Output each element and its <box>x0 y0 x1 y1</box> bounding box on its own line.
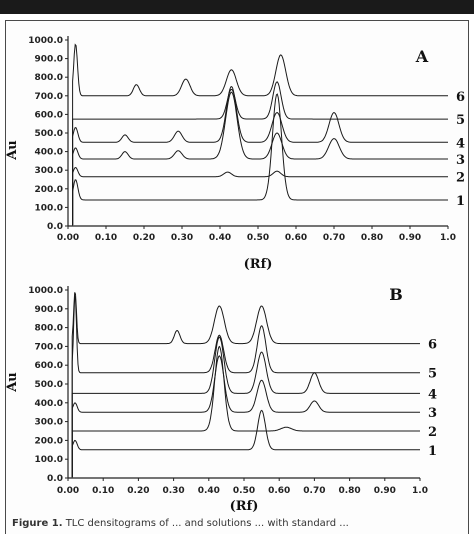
x-tick-label: 0.80 <box>361 233 383 243</box>
trace-label-2: 2 <box>428 425 437 440</box>
trace-line-3 <box>72 91 448 226</box>
x-tick-label: 0.00 <box>57 233 79 243</box>
trace-line-1 <box>72 93 448 226</box>
top-band <box>0 0 474 14</box>
trace-label-3: 3 <box>428 406 437 421</box>
trace-label-3: 3 <box>456 153 465 168</box>
x-tick-label: 0.40 <box>198 486 220 496</box>
trace-label-6: 6 <box>428 338 437 353</box>
trace-label-6: 6 <box>456 90 465 105</box>
trace-label-4: 4 <box>456 136 465 151</box>
x-tick-label: 0.50 <box>233 486 255 496</box>
panel-label: B <box>389 285 403 304</box>
x-tick-label: 0.90 <box>399 233 421 243</box>
trace-line-4 <box>72 86 448 226</box>
y-tick-label: 400.0 <box>35 148 63 158</box>
y-tick-label: 200.0 <box>35 436 63 446</box>
y-tick-label: 300.0 <box>35 418 63 428</box>
x-tick-label: 0.70 <box>303 486 325 496</box>
caption-text: TLC densitograms of ... and solutions ..… <box>65 518 349 529</box>
y-axis-label: Au <box>5 140 20 161</box>
trace-line-5 <box>71 295 420 478</box>
trace-label-5: 5 <box>456 113 465 128</box>
x-tick-label: 0.60 <box>268 486 290 496</box>
x-tick-label: 0.10 <box>95 233 117 243</box>
x-tick-label: 0.80 <box>338 486 360 496</box>
y-tick-label: 0.0 <box>47 222 63 232</box>
chart-panel-a: 0.0 100.0 200.0 300.0 400.0 500.0 600.0 700.0 80… <box>5 36 465 272</box>
chart-panel-b: 0.0 100.0 200.0 300.0 400.0 500.0 600.0 700.0 80… <box>5 285 437 514</box>
y-tick-label: 500.0 <box>35 129 63 139</box>
x-axis-label: (Rf) <box>244 257 273 272</box>
x-tick-label: 0.50 <box>247 233 269 243</box>
y-tick-label: 400.0 <box>35 399 63 409</box>
x-tick-label: 0.70 <box>323 233 345 243</box>
trace-line-1 <box>71 409 420 478</box>
trace-line-6 <box>71 292 420 478</box>
y-tick-label: 500.0 <box>35 380 63 390</box>
x-tick-label: 1.0 <box>440 233 456 243</box>
y-tick-label: 800.0 <box>35 73 63 83</box>
y-tick-label: 0.0 <box>47 474 63 484</box>
x-axis-label: (Rf) <box>230 499 259 514</box>
y-tick-label: 700.0 <box>35 342 63 352</box>
trace-label-1: 1 <box>428 444 437 459</box>
y-tick-label: 100.0 <box>35 203 63 213</box>
y-tick-label: 800.0 <box>35 324 63 334</box>
x-tick-label: 0.20 <box>127 486 149 496</box>
x-tick-label: 0.00 <box>57 486 79 496</box>
y-tick-label: 100.0 <box>35 455 63 465</box>
trace-line-5 <box>72 81 448 226</box>
y-tick-label: 900.0 <box>35 55 63 65</box>
y-tick-label: 900.0 <box>35 305 63 315</box>
figure-caption: Figure 1. TLC densitograms of ... and so… <box>12 518 468 534</box>
figure-frame <box>5 20 469 534</box>
trace-label-4: 4 <box>428 387 437 402</box>
y-axis-label: Au <box>5 372 20 393</box>
trace-line-2 <box>72 166 448 226</box>
y-tick-label: 300.0 <box>35 166 63 176</box>
y-tick-label: 700.0 <box>35 92 63 102</box>
y-tick-label: 600.0 <box>35 110 63 120</box>
x-tick-label: 0.10 <box>92 486 114 496</box>
trace-line-4 <box>71 336 420 478</box>
x-tick-label: 0.40 <box>209 233 231 243</box>
y-tick-label: 1000.0 <box>28 36 63 46</box>
trace-line-6 <box>72 43 448 226</box>
trace-label-5: 5 <box>428 367 437 382</box>
trace-label-2: 2 <box>456 171 465 186</box>
trace-label-1: 1 <box>456 194 465 209</box>
x-tick-label: 0.20 <box>133 233 155 243</box>
panel-label: A <box>415 47 429 66</box>
y-tick-label: 200.0 <box>35 185 63 195</box>
x-tick-label: 1.0 <box>412 486 428 496</box>
x-tick-label: 0.60 <box>285 233 307 243</box>
trace-line-3 <box>71 355 420 478</box>
x-tick-label: 0.30 <box>162 486 184 496</box>
y-tick-label: 600.0 <box>35 361 63 371</box>
x-tick-label: 0.90 <box>374 486 396 496</box>
y-tick-label: 1000.0 <box>28 286 63 296</box>
trace-line-2 <box>71 345 420 478</box>
caption-prefix: Figure 1. <box>12 518 63 529</box>
x-tick-label: 0.30 <box>171 233 193 243</box>
